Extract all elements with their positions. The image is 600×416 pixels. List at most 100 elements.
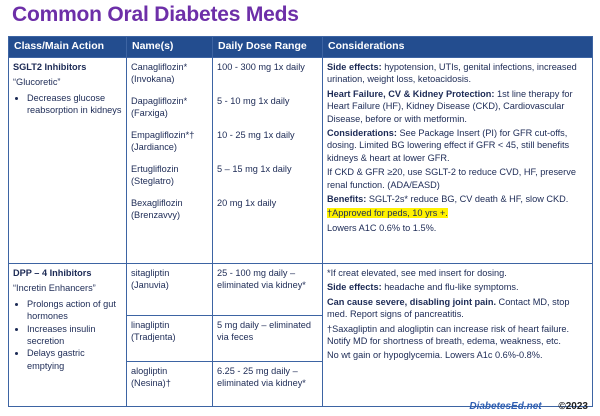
consideration: Benefits: SGLT-2s* reduce BG, CV death &…	[327, 193, 588, 205]
drug-brand: (Farxiga)	[131, 108, 168, 119]
consideration: Can cause severe, disabling joint pain. …	[327, 296, 588, 321]
consideration-text: See Package Insert (PI) for GFR cut-offs…	[327, 128, 570, 163]
action: Prolongs action of gut hormones	[27, 298, 122, 323]
dose-text: 100 - 300 mg 1x daily	[217, 62, 305, 72]
drug: Bexagliflozin (Brenzavvy)	[131, 197, 208, 231]
table-row: SGLT2 Inhibitors “Glucoretic” Decreases gl…	[8, 57, 593, 264]
drug: alogliptin (Nesina)†	[131, 365, 208, 403]
meds-table: Class/Main Action Name(s) Daily Dose Range…	[8, 36, 593, 407]
drug: Canagliflozin* (Invokana)	[131, 61, 208, 95]
actions: Prolongs action of gut hormonesIncreases…	[13, 298, 122, 372]
drug: Dapagliflozin* (Farxiga)	[131, 95, 208, 129]
consideration-text: Contact MD, stop med. Report signs of pa…	[327, 296, 570, 320]
dose: 10 - 25 mg 1x daily	[217, 129, 318, 163]
drug-name: Canagliflozin*	[131, 62, 188, 72]
nickname: “Incretin Enhancers”	[13, 283, 96, 294]
considerations-cell: *If creat elevated, see med insert for d…	[322, 263, 593, 407]
table-body: SGLT2 Inhibitors “Glucoretic” Decreases gl…	[8, 57, 593, 407]
dose-cell: 6.25 - 25 mg daily – eliminated via kidn…	[212, 361, 323, 407]
header-cell: Considerations	[322, 36, 593, 58]
title: Common Oral Diabetes Meds	[12, 3, 299, 26]
dose: 20 mg 1x daily	[217, 197, 318, 231]
name-cell: Canagliflozin* (Invokana) Dapagliflozin* (F…	[126, 57, 213, 264]
table-row: linagliptin (Tradjenta) 5 mg daily – elimi…	[9, 315, 593, 362]
drug: sitagliptin (Januvia)	[131, 267, 208, 312]
dose-text: 5 mg daily – eliminated via feces	[217, 320, 311, 343]
name-cell: linagliptin (Tradjenta)	[126, 315, 213, 362]
dose-text: 6.25 - 25 mg daily – eliminated via kidn…	[217, 366, 306, 389]
drug-brand: (Tradjenta)	[131, 332, 176, 343]
table-row: alogliptin (Nesina)† 6.25 - 25 mg daily – …	[9, 361, 593, 407]
consideration-text: †Saxagliptin and alogliptin can increase…	[327, 323, 570, 347]
copyright: ©2023	[558, 401, 588, 412]
drug: linagliptin (Tradjenta)	[131, 319, 208, 358]
drug-brand: (Brenzavvy)	[131, 210, 181, 221]
dose: 100 - 300 mg 1x daily	[217, 61, 318, 95]
header-row: Class/Main Action Name(s) Daily Dose Range…	[8, 36, 593, 58]
name-cell: alogliptin (Nesina)†	[126, 361, 213, 407]
action: Increases insulin secretion	[27, 323, 122, 348]
consideration-label: Can cause severe, disabling joint pain.	[327, 296, 496, 307]
actions: Decreases glucose reabsorption in kidney…	[13, 92, 122, 117]
nickname: “Glucoretic”	[13, 77, 61, 88]
name-cell: sitagliptin (Januvia)	[126, 263, 213, 316]
footer: DiabetesEd.net ©2023	[469, 401, 588, 412]
action: Decreases glucose reabsorption in kidney…	[27, 92, 122, 117]
drug-name: Ertugliflozin	[131, 164, 179, 174]
dose-text: 20 mg 1x daily	[217, 198, 277, 208]
table-row: DPP – 4 Inhibitors “Incretin Enhancers” Pr…	[8, 263, 593, 407]
consideration-text: If CKD & GFR ≥20, use SGLT-2 to reduce C…	[327, 167, 576, 190]
consideration-text: headache and flu-like symptoms.	[381, 282, 519, 293]
dose: 5 – 15 mg 1x daily	[217, 163, 318, 197]
consideration: Lowers A1C 0.6% to 1.5%.	[327, 222, 588, 234]
drug-brand: (Nesina)†	[131, 378, 171, 389]
dose: 5 - 10 mg 1x daily	[217, 95, 318, 129]
considerations-cell: Side effects: hypotension, UTIs, genital…	[322, 57, 593, 264]
drug-name: Bexagliflozin	[131, 198, 183, 208]
header-cell: Name(s)	[126, 36, 213, 58]
class-name: SGLT2 Inhibitors	[13, 62, 87, 72]
consideration-label: Heart Failure, CV & Kidney Protection:	[327, 88, 495, 99]
consideration-text: *If creat elevated, see med insert for d…	[327, 268, 507, 278]
drug-brand: (Jardiance)	[131, 142, 177, 153]
class-name: DPP – 4 Inhibitors	[13, 268, 92, 278]
drug: Ertugliflozin (Steglatro)	[131, 163, 208, 197]
site: DiabetesEd.net	[469, 401, 542, 412]
consideration: *If creat elevated, see med insert for d…	[327, 267, 588, 279]
consideration: †Approved for peds, 10 yrs +.	[327, 207, 588, 219]
consideration-text: †Approved for peds, 10 yrs +.	[327, 208, 448, 219]
drug-brand: (Invokana)	[131, 74, 175, 85]
action: Delays gastric emptying	[27, 347, 122, 372]
drug: Empagliflozin*† (Jardiance)	[131, 129, 208, 163]
consideration: Heart Failure, CV & Kidney Protection: 1…	[327, 88, 588, 125]
dose-cell: 5 mg daily – eliminated via feces	[212, 315, 323, 362]
consideration: Considerations: See Package Insert (PI) …	[327, 127, 588, 164]
consideration-text: SGLT-2s* reduce BG, CV death & HF, slow …	[366, 194, 569, 205]
consideration-label: Considerations:	[327, 128, 397, 139]
drug-name: Dapagliflozin*	[131, 96, 188, 106]
consideration-text: Lowers A1C 0.6% to 1.5%.	[327, 222, 437, 233]
drug-brand: (Steglatro)	[131, 176, 174, 187]
dose-text: 10 - 25 mg 1x daily	[217, 130, 295, 140]
dose-text: 5 – 15 mg 1x daily	[217, 164, 292, 174]
drug-name: linagliptin	[131, 320, 170, 330]
consideration: No wt gain or hypoglycemia. Lowers A1c 0…	[327, 349, 588, 361]
dose-cell: 25 - 100 mg daily – eliminated via kidne…	[212, 263, 323, 316]
consideration: If CKD & GFR ≥20, use SGLT-2 to reduce C…	[327, 166, 588, 191]
dose-text: 25 - 100 mg daily – eliminated via kidne…	[217, 268, 306, 291]
drug-name: sitagliptin	[131, 268, 170, 278]
class-cell: DPP – 4 Inhibitors “Incretin Enhancers” Pr…	[8, 263, 127, 407]
class-cell: SGLT2 Inhibitors “Glucoretic” Decreases gl…	[8, 57, 127, 264]
consideration-label: Benefits:	[327, 194, 367, 205]
header-cell: Daily Dose Range	[212, 36, 323, 58]
consideration-label: Side effects:	[327, 282, 382, 293]
consideration: †Saxagliptin and alogliptin can increase…	[327, 323, 588, 348]
drug-name: alogliptin	[131, 366, 168, 376]
consideration-label: Side effects:	[327, 62, 382, 72]
consideration-text: No wt gain or hypoglycemia. Lowers A1c 0…	[327, 350, 543, 361]
consideration-text: hypotension, UTIs, genital infections, i…	[327, 62, 577, 85]
consideration-text: 1st line therapy for Heart Failure (HF),…	[327, 88, 573, 124]
drug-name: Empagliflozin*†	[131, 130, 195, 140]
drug-brand: (Januvia)	[131, 280, 169, 291]
dose-cell: 100 - 300 mg 1x daily 5 - 10 mg 1x daily 1…	[212, 57, 323, 264]
